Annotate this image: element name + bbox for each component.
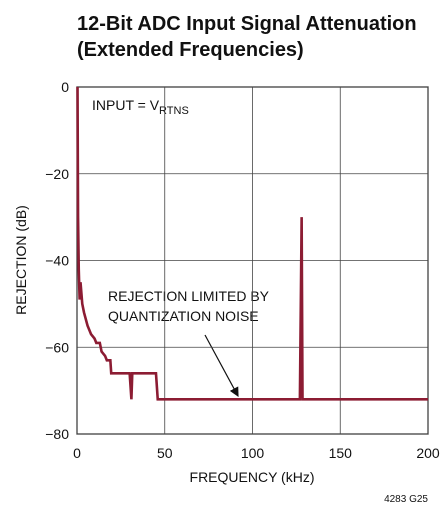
chart-title: 12-Bit ADC Input Signal Attenuation [77, 13, 417, 35]
annotation: QUANTIZATION NOISE [108, 308, 259, 324]
x-tick-label: 100 [241, 445, 265, 461]
y-tick-label: 0 [61, 79, 69, 95]
x-tick-label: 150 [329, 445, 353, 461]
x-tick-label: 0 [73, 445, 81, 461]
annotation: REJECTION LIMITED BY [108, 288, 270, 304]
chart-title: (Extended Frequencies) [77, 39, 304, 61]
annotation-text: INPUT = V [92, 97, 160, 113]
footnote: 4283 G25 [384, 494, 428, 505]
x-axis-label: FREQUENCY (kHz) [190, 469, 315, 485]
annotation-subscript: RTNS [159, 105, 189, 117]
y-tick-label: −60 [45, 339, 69, 355]
x-tick-label: 200 [416, 445, 440, 461]
x-tick-label: 50 [157, 445, 173, 461]
y-axis-label: REJECTION (dB) [13, 205, 29, 315]
annotation: INPUT = VRTNS [92, 97, 189, 117]
y-tick-label: −20 [45, 166, 69, 182]
y-tick-label: −40 [45, 253, 69, 269]
y-tick-label: −80 [45, 426, 69, 442]
data-line [76, 86, 428, 401]
annotation-arrow [204, 334, 239, 398]
